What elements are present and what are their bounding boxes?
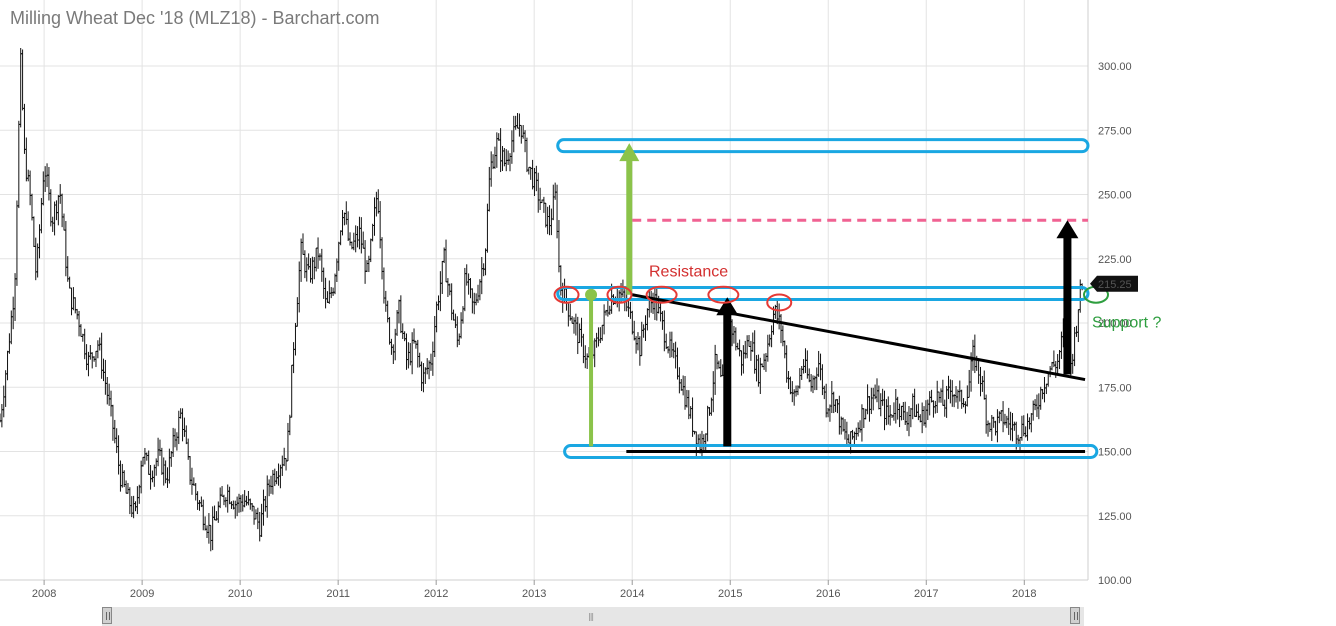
x-tick-label: 2009 bbox=[130, 588, 154, 600]
x-tick-label: 2014 bbox=[620, 588, 644, 600]
grid-lines bbox=[0, 0, 1089, 581]
resistance-touch-circle bbox=[707, 285, 740, 304]
range-start-handle[interactable] bbox=[102, 607, 112, 624]
y-tick-label: 250.00 bbox=[1098, 190, 1132, 202]
top-target-band bbox=[556, 138, 1090, 154]
support-label: Support ? bbox=[1092, 315, 1161, 332]
resistance-band bbox=[556, 285, 1090, 301]
annotation-layer: Resistance Support ? 215.25 bbox=[553, 138, 1161, 459]
y-tick-label: 300.00 bbox=[1098, 61, 1132, 73]
chart-title: Milling Wheat Dec '18 (MLZ18) - Barchart… bbox=[10, 8, 380, 28]
green-arrow-head bbox=[619, 143, 640, 162]
resistance-touch-circle bbox=[766, 293, 793, 312]
y-tick-label: 200.00 bbox=[1098, 318, 1132, 330]
time-range-scrollbar[interactable]: ||| bbox=[102, 607, 1084, 626]
range-end-handle[interactable] bbox=[1070, 607, 1080, 624]
x-tick-label: 2008 bbox=[32, 588, 56, 600]
resistance-touch-circle bbox=[606, 285, 633, 304]
x-axis: 2008 2009 2010 2011 2012 2013 2014 2015 2016 2017… bbox=[32, 580, 1037, 600]
x-tick-label: 2013 bbox=[522, 588, 546, 600]
x-tick-label: 2018 bbox=[1012, 588, 1036, 600]
x-tick-label: 2015 bbox=[718, 588, 742, 600]
y-tick-label: 225.00 bbox=[1098, 254, 1132, 266]
black-arrow bbox=[716, 297, 739, 447]
x-tick-label: 2010 bbox=[228, 588, 252, 600]
resistance-touch-circle bbox=[645, 285, 678, 304]
y-tick-label: 175.00 bbox=[1098, 382, 1132, 394]
y-tick-label: 125.00 bbox=[1098, 511, 1132, 523]
y-axis: 100.00 125.00 150.00 175.00 200.00 225.00 250.… bbox=[1098, 61, 1132, 587]
x-tick-label: 2016 bbox=[816, 588, 840, 600]
support-band bbox=[563, 444, 1099, 459]
resistance-touch-circle bbox=[553, 285, 580, 304]
y-tick-label: 150.00 bbox=[1098, 447, 1132, 459]
green-dot bbox=[585, 288, 598, 301]
price-bars bbox=[0, 48, 1084, 552]
downward-trend-line bbox=[631, 293, 1086, 382]
x-tick-label: 2017 bbox=[914, 588, 938, 600]
black-arrow bbox=[1056, 220, 1079, 375]
price-chart: 2008 2009 2010 2011 2012 2013 2014 2015 2016 2017… bbox=[0, 0, 1161, 600]
x-tick-label: 2011 bbox=[326, 588, 350, 600]
scrollbar-grip-icon[interactable]: ||| bbox=[588, 612, 594, 621]
x-tick-label: 2012 bbox=[424, 588, 448, 600]
last-price-label: 215.25 bbox=[1098, 279, 1132, 291]
y-tick-label: 275.00 bbox=[1098, 125, 1132, 137]
y-tick-label: 100.00 bbox=[1098, 575, 1132, 587]
resistance-label: Resistance bbox=[649, 264, 728, 281]
last-price-tag bbox=[1090, 275, 1138, 292]
